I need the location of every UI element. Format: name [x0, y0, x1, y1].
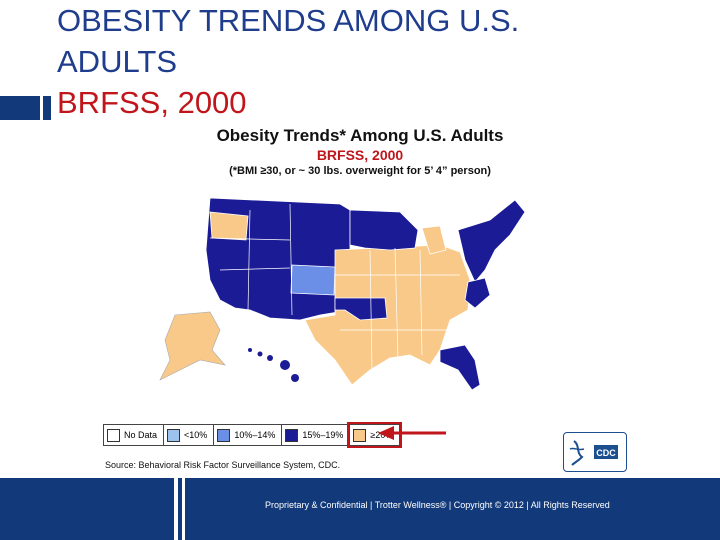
accent-bar-thin [43, 96, 51, 120]
legend-swatch [107, 428, 120, 442]
slide-title: OBESITY TRENDS AMONG U.S. ADULTS BRFSS, … [57, 0, 519, 123]
legend-swatch [353, 428, 367, 442]
region-southeast-coast [464, 277, 491, 309]
region-northeast [457, 199, 526, 283]
state-hawaii [248, 348, 299, 382]
us-obesity-map [159, 197, 526, 391]
legend-label: ≥20% [370, 430, 394, 440]
cdc-logo-icon: CDC [569, 440, 618, 466]
footer-divider [174, 478, 178, 540]
state-alaska [159, 311, 226, 381]
state-michigan [421, 225, 447, 255]
state-florida [439, 344, 481, 391]
slide-title-line3: BRFSS, 2000 [57, 85, 247, 120]
cdc-logo-text: CDC [596, 448, 616, 458]
legend-swatch [167, 428, 181, 442]
state-oregon [209, 211, 249, 241]
legend-swatch [285, 428, 299, 442]
legend-label: No Data [124, 430, 158, 440]
contiguous-us [205, 197, 526, 391]
map-heading: Obesity Trends* Among U.S. Adults [216, 126, 504, 145]
cdc-logo: CDC [563, 432, 627, 472]
legend-item-10-14: 10%–14% [214, 425, 283, 445]
legend-item-lt10: <10% [164, 425, 215, 445]
state-borders [209, 203, 460, 371]
legend-label: 15%–19% [302, 430, 344, 440]
map-title-block: Obesity Trends* Among U.S. Adults BRFSS,… [150, 126, 570, 177]
source-note: Source: Behavioral Risk Factor Surveilla… [105, 460, 341, 470]
region-central-south [304, 244, 471, 386]
legend-label: 10%–14% [234, 430, 276, 440]
map-subheading: BRFSS, 2000 [316, 147, 404, 163]
slide-title-line2: ADULTS [57, 44, 178, 79]
state-colorado [290, 264, 336, 296]
accent-bar [0, 96, 40, 120]
map-note: (*BMI ≥30, or ~ 30 lbs. overweight for 5… [229, 165, 491, 177]
slide-title-line1: OBESITY TRENDS AMONG U.S. [57, 3, 520, 38]
footer-divider [182, 478, 185, 540]
legend-swatch [217, 428, 231, 442]
state-oklahoma [334, 297, 388, 321]
legend-item-15-19: 15%–19% [282, 425, 351, 445]
legend-item-ge20: ≥20% [347, 422, 403, 448]
map-legend: No Data <10% 10%–14% 15%–19% ≥20% [103, 422, 403, 448]
footer-bar: Proprietary & Confidential | Trotter Wel… [0, 478, 720, 540]
pointer-arrow-icon [378, 426, 446, 440]
region-upper-midwest [349, 209, 419, 251]
footer-text: Proprietary & Confidential | Trotter Wel… [265, 500, 610, 510]
legend-item-no-data: No Data [104, 425, 165, 445]
legend-label: <10% [184, 430, 208, 440]
